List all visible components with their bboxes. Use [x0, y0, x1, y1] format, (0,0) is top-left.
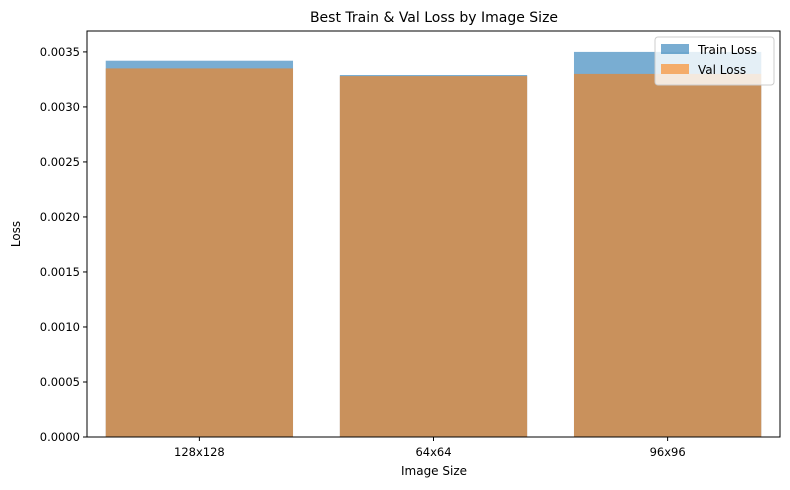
- x-tick-label: 64x64: [415, 445, 451, 459]
- legend-swatch-train-loss: [661, 44, 689, 54]
- bar-val-loss-96x96: [573, 73, 762, 437]
- y-tick-label: 0.0015: [40, 265, 80, 279]
- chart-title: Best Train & Val Loss by Image Size: [310, 10, 558, 26]
- y-tick-label: 0.0035: [40, 45, 80, 59]
- y-axis: 0.0000 0.0005 0.0010 0.0015 0.0020 0.0025 0.00…: [40, 45, 87, 444]
- x-axis-label: Image Size: [401, 464, 467, 478]
- y-tick-label: 0.0020: [40, 210, 80, 224]
- bar-val-loss-64x64: [339, 76, 528, 437]
- x-tick-label: 96x96: [650, 445, 686, 459]
- y-tick-label: 0.0030: [40, 100, 80, 114]
- x-tick-label: 128x128: [174, 445, 225, 459]
- y-axis-label: Loss: [9, 221, 23, 247]
- plot-frame: [86, 30, 781, 438]
- bar-val-loss-128x128: [105, 68, 294, 437]
- legend: Train Loss Val Loss: [654, 36, 775, 86]
- y-tick-label: 0.0005: [40, 375, 80, 389]
- x-axis: 128x128 64x64 96x96: [174, 437, 686, 459]
- y-tick-label: 0.0000: [40, 430, 80, 444]
- legend-label: Train Loss: [697, 43, 757, 57]
- y-tick-label: 0.0010: [40, 320, 80, 334]
- legend-label: Val Loss: [698, 63, 746, 77]
- legend-swatch-val-loss: [661, 64, 689, 74]
- bars-layer: [105, 51, 762, 438]
- y-tick-label: 0.0025: [40, 155, 80, 169]
